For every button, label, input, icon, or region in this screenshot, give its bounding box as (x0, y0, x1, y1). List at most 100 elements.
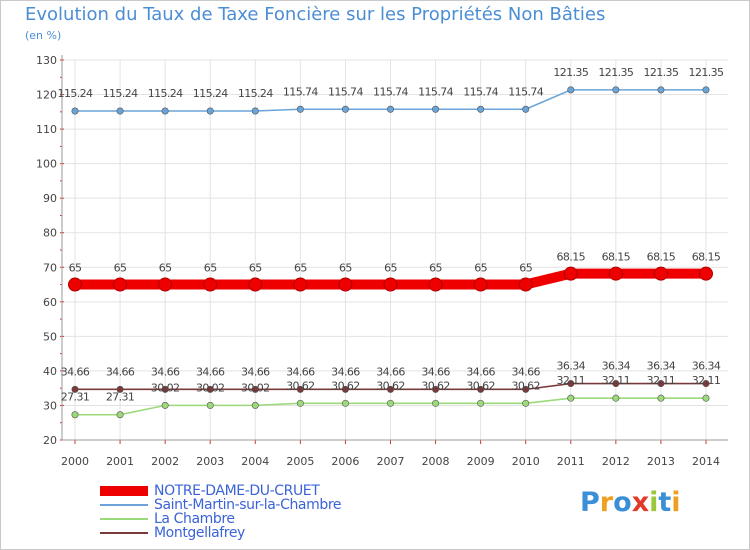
data-label: 34.66 (196, 365, 225, 378)
data-point (702, 380, 710, 388)
data-label: 68.15 (692, 251, 721, 264)
data-label: 30.62 (421, 379, 450, 392)
chart-subtitle: (en %) (25, 29, 62, 42)
data-point (653, 266, 668, 281)
data-point (657, 86, 665, 94)
data-label: 36.34 (602, 360, 631, 373)
data-label: 65 (339, 262, 352, 275)
data-label: 65 (384, 262, 397, 275)
data-point (567, 394, 575, 402)
data-label: 30.02 (151, 381, 180, 394)
data-point (296, 399, 304, 407)
line-chart: 20 30 40 50 60 70 80 90 100 110 120 130 2000 2001 2002… (36, 54, 728, 468)
logo-letter: P (580, 487, 600, 518)
data-point (206, 401, 214, 409)
data-point (608, 266, 623, 281)
x-tick-label: 2003 (196, 455, 224, 468)
data-label: 32.11 (557, 374, 586, 387)
data-point (71, 385, 79, 393)
data-point (338, 277, 353, 292)
axis-layer: 20 30 40 50 60 70 80 90 100 110 120 130 2000 2001 2002… (36, 54, 728, 468)
data-label: 30.62 (331, 379, 360, 392)
data-label: 65 (69, 262, 82, 275)
data-label: 30.62 (286, 379, 315, 392)
data-point (206, 385, 214, 393)
x-tick-label: 2014 (692, 455, 720, 468)
data-label: 34.66 (421, 365, 450, 378)
data-point (518, 277, 533, 292)
data-point (428, 277, 443, 292)
data-point (477, 385, 485, 393)
data-point (477, 399, 485, 407)
data-label: 115.74 (508, 85, 543, 98)
data-point (612, 394, 620, 402)
data-point (248, 277, 263, 292)
legend-label: NOTRE-DAME-DU-CRUET (154, 483, 320, 499)
legend-swatch (100, 504, 148, 506)
x-tick-label: 2008 (422, 455, 450, 468)
logo-letter: t (658, 487, 672, 518)
x-tick-label: 2012 (602, 455, 630, 468)
legend-swatch (100, 532, 148, 534)
data-label: 30.02 (196, 381, 225, 394)
y-tick-label: 30 (43, 399, 57, 412)
legend-swatch (100, 518, 148, 520)
data-label: 27.31 (61, 391, 90, 404)
y-tick-label: 90 (43, 192, 57, 205)
data-label: 27.31 (106, 391, 135, 404)
legend-item-la-chambre: La Chambre (100, 511, 420, 527)
data-label: 32.11 (602, 374, 631, 387)
data-label: 115.74 (328, 85, 363, 98)
data-label: 115.24 (148, 87, 183, 100)
data-point (657, 394, 665, 402)
data-label: 68.15 (557, 251, 586, 264)
data-label: 30.62 (466, 379, 495, 392)
data-point (477, 105, 485, 113)
data-label: 115.74 (418, 85, 453, 98)
data-label: 65 (519, 262, 532, 275)
data-label: 115.24 (58, 87, 93, 100)
logo-letter: i (671, 487, 681, 518)
data-label: 30.02 (241, 381, 270, 394)
data-label: 34.66 (61, 365, 90, 378)
data-label: 30.62 (511, 379, 540, 392)
data-label: 115.24 (193, 87, 228, 100)
data-point (161, 385, 169, 393)
data-point (386, 399, 394, 407)
logo-letter: r (599, 487, 614, 518)
data-point (71, 107, 79, 115)
data-label: 115.74 (463, 85, 498, 98)
x-tick-label: 2007 (377, 455, 405, 468)
data-point (203, 277, 218, 292)
data-point (158, 277, 173, 292)
data-point (116, 107, 124, 115)
data-point (473, 277, 488, 292)
series-layer (68, 86, 713, 419)
data-point (116, 411, 124, 419)
legend-swatch (100, 486, 148, 496)
data-point (612, 86, 620, 94)
data-point (657, 380, 665, 388)
data-point (296, 105, 304, 113)
data-label: 121.35 (553, 66, 588, 79)
data-label: 34.66 (376, 365, 405, 378)
data-point (161, 107, 169, 115)
data-label: 68.15 (647, 251, 676, 264)
x-tick-label: 2011 (557, 455, 585, 468)
data-point (522, 399, 530, 407)
data-point (161, 401, 169, 409)
y-tick-label: 20 (43, 434, 57, 447)
data-label: 36.34 (692, 360, 721, 373)
data-label: 115.74 (283, 85, 318, 98)
proxiti-logo: Proxiti (580, 487, 681, 518)
data-label: 115.24 (238, 87, 273, 100)
data-label: 30.62 (376, 379, 405, 392)
y-tick-label: 100 (36, 158, 57, 171)
data-label: 36.34 (647, 360, 676, 373)
data-point (383, 277, 398, 292)
y-tick-label: 70 (43, 261, 57, 274)
data-label: 32.11 (647, 374, 676, 387)
data-point (113, 277, 128, 292)
data-label: 65 (429, 262, 442, 275)
data-label: 115.74 (373, 85, 408, 98)
